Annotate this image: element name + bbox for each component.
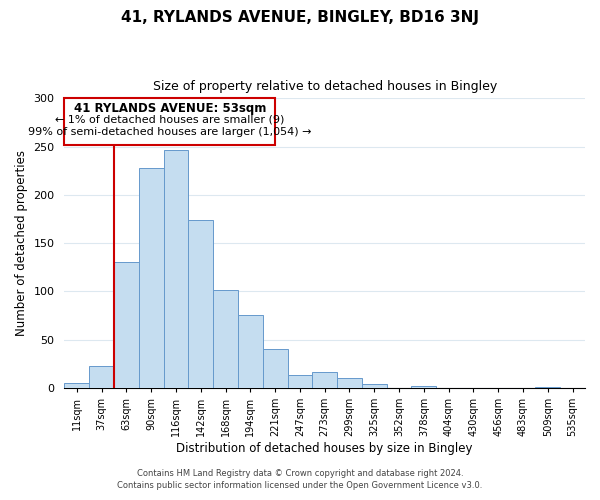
Bar xyxy=(535,387,560,388)
Text: 41, RYLANDS AVENUE, BINGLEY, BD16 3NJ: 41, RYLANDS AVENUE, BINGLEY, BD16 3NJ xyxy=(121,10,479,25)
Bar xyxy=(238,314,263,388)
Bar xyxy=(213,290,238,388)
Text: 99% of semi-detached houses are larger (1,054) →: 99% of semi-detached houses are larger (… xyxy=(28,128,311,138)
Bar xyxy=(188,220,213,388)
Text: Contains HM Land Registry data © Crown copyright and database right 2024.
Contai: Contains HM Land Registry data © Crown c… xyxy=(118,468,482,490)
Text: ← 1% of detached houses are smaller (9): ← 1% of detached houses are smaller (9) xyxy=(55,115,284,125)
FancyBboxPatch shape xyxy=(64,98,275,144)
Bar xyxy=(287,376,313,388)
Text: 41 RYLANDS AVENUE: 53sqm: 41 RYLANDS AVENUE: 53sqm xyxy=(74,102,266,115)
Bar xyxy=(313,372,337,388)
Bar xyxy=(89,366,114,388)
Title: Size of property relative to detached houses in Bingley: Size of property relative to detached ho… xyxy=(152,80,497,93)
Bar xyxy=(114,262,139,388)
Bar xyxy=(337,378,362,388)
Bar xyxy=(139,168,164,388)
Bar xyxy=(412,386,436,388)
Bar xyxy=(164,150,188,388)
Bar xyxy=(64,383,89,388)
X-axis label: Distribution of detached houses by size in Bingley: Distribution of detached houses by size … xyxy=(176,442,473,455)
Bar xyxy=(263,350,287,388)
Bar xyxy=(362,384,386,388)
Y-axis label: Number of detached properties: Number of detached properties xyxy=(15,150,28,336)
